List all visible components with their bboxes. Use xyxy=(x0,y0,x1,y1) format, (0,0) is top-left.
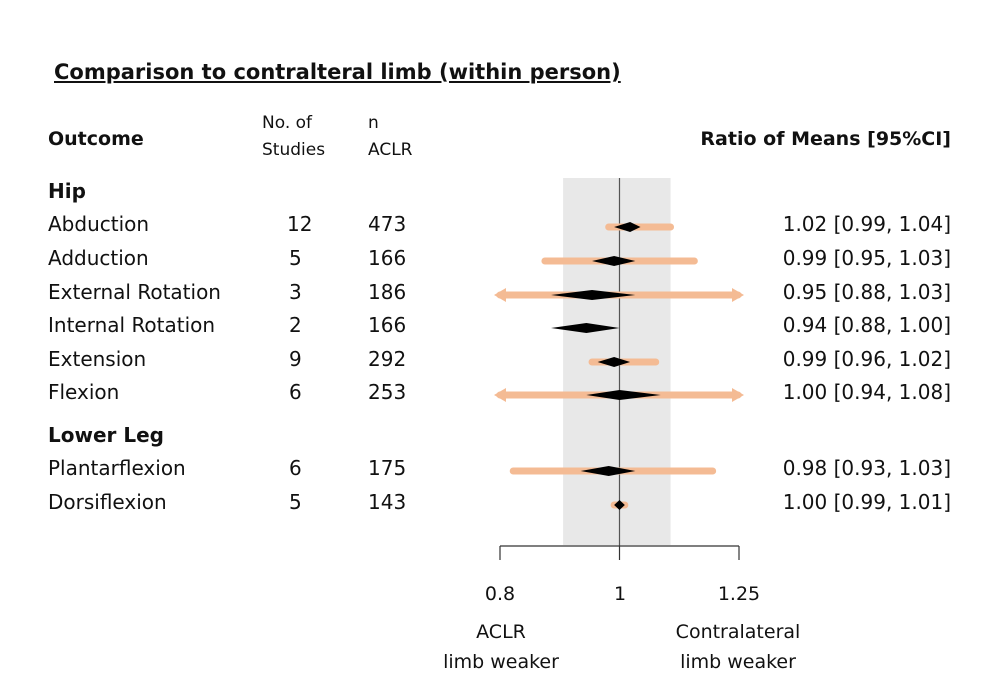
prediction-interval-arrow-right xyxy=(732,288,744,302)
row-studies: 2 xyxy=(289,313,302,337)
row-n: 143 xyxy=(368,490,407,514)
left-direction-label: ACLR limb weaker xyxy=(421,617,581,677)
row-studies: 3 xyxy=(289,280,302,304)
row-label: Adduction xyxy=(48,246,149,270)
estimate-diamond xyxy=(614,500,625,510)
row-studies: 6 xyxy=(289,380,302,404)
left-direction-line1: ACLR xyxy=(476,621,526,643)
right-direction-line2: limb weaker xyxy=(680,651,796,673)
row-label: Flexion xyxy=(48,380,120,404)
row-label: Extension xyxy=(48,347,147,371)
row-ci-text: 0.99 [0.95, 1.03] xyxy=(782,246,951,270)
row-label: Dorsiflexion xyxy=(48,490,167,514)
estimate-diamond xyxy=(580,466,636,476)
estimate-diamond xyxy=(614,222,641,232)
row-n: 166 xyxy=(368,313,407,337)
row-ci-text: 1.00 [0.99, 1.01] xyxy=(782,490,951,514)
studies-header-line1: No. of xyxy=(262,113,313,133)
ratio-header: Ratio of Means [95%CI] xyxy=(700,128,951,150)
prediction-interval-arrow-right xyxy=(732,388,744,402)
estimate-diamond xyxy=(592,256,636,266)
row-studies: 9 xyxy=(289,347,302,371)
row-label: External Rotation xyxy=(48,280,221,304)
group-label-hip: Hip xyxy=(48,179,86,203)
row-studies: 12 xyxy=(287,212,313,236)
row-label: Abduction xyxy=(48,212,150,236)
row-ci-text: 0.98 [0.93, 1.03] xyxy=(782,456,951,480)
right-direction-label: Contralateral limb weaker xyxy=(648,617,828,677)
row-n: 175 xyxy=(368,456,407,480)
n-header-line1: n xyxy=(368,113,379,133)
row-studies: 5 xyxy=(289,490,302,514)
row-studies: 6 xyxy=(289,456,302,480)
tick-label: 1 xyxy=(614,583,626,605)
row-ci-text: 0.94 [0.88, 1.00] xyxy=(782,313,951,337)
right-direction-line1: Contralateral xyxy=(675,621,801,643)
row-n: 186 xyxy=(368,280,407,304)
chart-title: Comparison to contralteral limb (within … xyxy=(54,60,621,84)
prediction-interval-arrow-left xyxy=(494,288,506,302)
row-ci-text: 1.00 [0.94, 1.08] xyxy=(782,380,951,404)
estimate-diamond xyxy=(551,323,620,333)
row-n: 473 xyxy=(368,212,407,236)
row-label: Internal Rotation xyxy=(48,313,216,337)
row-n: 292 xyxy=(368,347,407,371)
row-ci-text: 0.95 [0.88, 1.03] xyxy=(782,280,951,304)
tick-label: 0.8 xyxy=(485,583,515,605)
studies-header: No. of Studies xyxy=(262,110,325,164)
row-studies: 5 xyxy=(289,246,302,270)
estimate-diamond xyxy=(551,290,636,300)
n-header: n ACLR xyxy=(368,110,412,164)
outcome-header: Outcome xyxy=(48,128,144,150)
group-label-lower-leg: Lower Leg xyxy=(48,423,164,447)
row-n: 253 xyxy=(368,380,407,404)
n-header-line2: ACLR xyxy=(368,140,413,160)
left-direction-line2: limb weaker xyxy=(443,651,559,673)
prediction-interval-arrow-left xyxy=(494,388,506,402)
row-label: Plantarflexion xyxy=(48,456,186,480)
tick-label: 1.25 xyxy=(718,583,760,605)
row-ci-text: 1.02 [0.99, 1.04] xyxy=(782,212,951,236)
estimate-diamond xyxy=(597,357,631,367)
estimate-diamond xyxy=(586,390,661,400)
row-ci-text: 0.99 [0.96, 1.02] xyxy=(782,347,951,371)
row-n: 166 xyxy=(368,246,407,270)
studies-header-line2: Studies xyxy=(262,140,326,160)
